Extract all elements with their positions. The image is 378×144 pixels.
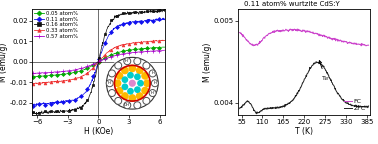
FC [314, 33, 318, 34]
Line: FC: FC [240, 29, 369, 46]
Legend: 0.05 atom%, 0.11 atom%, 0.16 atom%, 0.33 atom%, 0.57 atom%: 0.05 atom%, 0.11 atom%, 0.16 atom%, 0.33… [34, 10, 78, 39]
X-axis label: H (KOe): H (KOe) [84, 127, 113, 136]
ZFC [237, 108, 242, 109]
ZFC [366, 105, 371, 107]
ZFC [361, 106, 366, 108]
Text: T$_B$: T$_B$ [319, 61, 330, 83]
FC [359, 45, 363, 47]
FC [272, 32, 276, 33]
FC [361, 44, 366, 45]
FC [237, 32, 242, 33]
ZFC [365, 106, 370, 108]
Legend: FC, ZFC: FC, ZFC [343, 98, 367, 112]
ZFC [272, 107, 277, 109]
FC [366, 44, 371, 46]
ZFC [254, 113, 259, 115]
ZFC [314, 61, 318, 62]
Y-axis label: M (emu/g): M (emu/g) [203, 42, 212, 82]
FC [307, 31, 311, 32]
FC [365, 44, 370, 46]
FC [297, 30, 302, 32]
X-axis label: T (K): T (K) [295, 127, 313, 136]
ZFC [314, 61, 319, 63]
ZFC [307, 71, 311, 72]
Y-axis label: M (emu/g): M (emu/g) [0, 42, 8, 82]
ZFC [297, 89, 302, 91]
FC [288, 28, 293, 30]
Text: 0.11 atom% wurtzite CdS:Y: 0.11 atom% wurtzite CdS:Y [245, 1, 340, 7]
Line: ZFC: ZFC [240, 62, 369, 114]
